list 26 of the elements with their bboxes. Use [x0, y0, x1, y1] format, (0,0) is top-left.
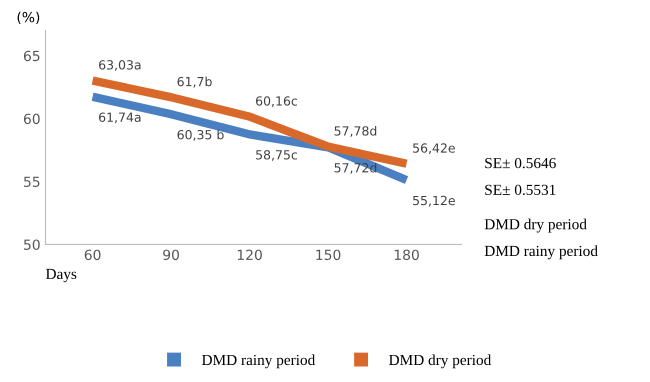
y-axis-title: (%): [18, 12, 40, 24]
x-tick-label: 150: [316, 250, 340, 260]
data-label: 63,03a: [99, 60, 140, 71]
data-label: 55,12e: [413, 196, 455, 207]
y-tick-label: 60: [24, 114, 40, 124]
text: SE± 0.5531: [485, 184, 556, 196]
data-label: 56,42e: [413, 143, 455, 154]
x-tick-label: 180: [394, 250, 419, 260]
data-label: 58,75c: [256, 150, 298, 161]
text: DMD dry period: [484, 218, 587, 232]
y-tick-label: 65: [24, 50, 40, 62]
x-tick-label: 90: [163, 250, 179, 260]
x-tick-label: 60: [84, 250, 101, 260]
data-label: 60,35 b: [178, 130, 224, 141]
x-axis-title: Days: [46, 268, 76, 282]
text: DMD rainy period: [484, 245, 598, 260]
data-label: 61,74a: [99, 112, 140, 124]
legend-label: DMD dry period: [389, 354, 492, 368]
data-label: 57,78d: [334, 126, 376, 137]
data-label: 60,16c: [256, 96, 298, 107]
legend-label: DMD rainy period: [202, 354, 316, 368]
x-tick-label: 120: [238, 250, 262, 260]
text: SE± 0.5646: [485, 158, 556, 168]
y-tick-label: 50: [24, 239, 40, 250]
y-tick-label: 55: [24, 176, 40, 188]
data-label: 61,7b: [178, 76, 212, 88]
